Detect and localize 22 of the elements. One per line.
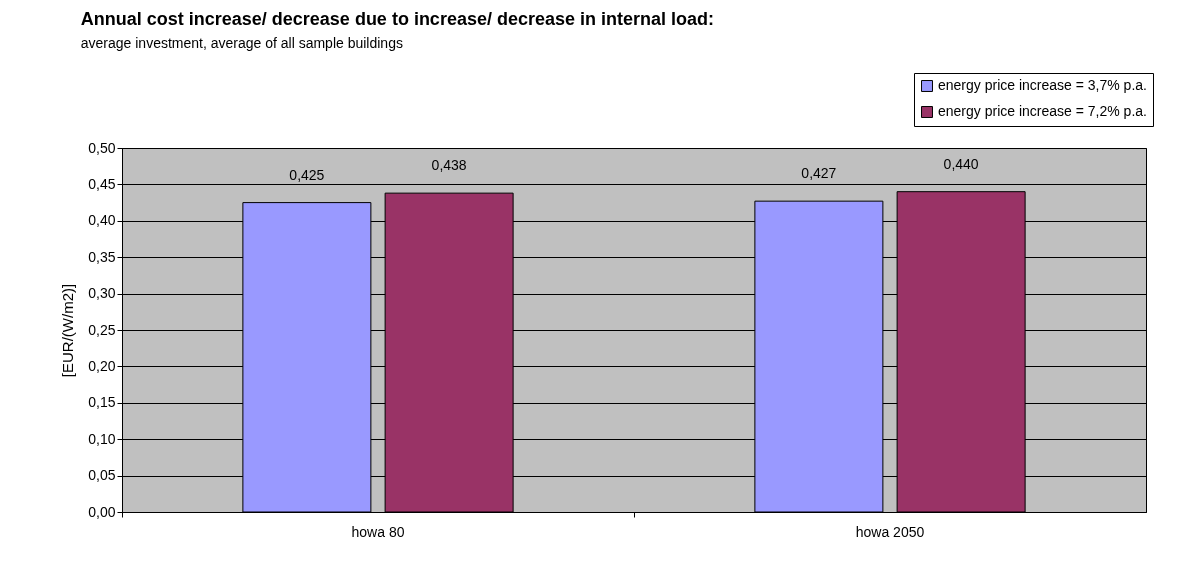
- data-label: 0,427: [801, 165, 837, 182]
- x-tick-label: howa 2050: [855, 523, 925, 540]
- y-tick-label: 0,30: [88, 285, 116, 302]
- y-tick-label: 0,25: [88, 321, 116, 338]
- y-axis-title: [EUR/(W/m2)]: [59, 283, 77, 378]
- y-tick-label: 0,40: [88, 212, 116, 229]
- y-tick-label: 0,35: [88, 248, 116, 265]
- y-tick-label: 0,45: [88, 175, 116, 192]
- chart-subtitle: average investment, average of all sample buildings: [80, 34, 403, 51]
- y-tick-label: 0,00: [88, 503, 116, 520]
- legend-label: energy price increase = 7,2% p.a.: [938, 103, 1147, 119]
- y-tick-label: 0,20: [88, 357, 116, 374]
- data-label: 0,440: [943, 155, 979, 172]
- y-tick-label: 0,50: [88, 139, 116, 156]
- y-tick-label: 0,15: [88, 394, 116, 411]
- y-tick-label: 0,05: [88, 467, 116, 484]
- x-tick-label: howa 80: [351, 523, 405, 540]
- chart-title: Annual cost increase/ decrease due to increase/ decrease in internal load:: [80, 8, 715, 29]
- data-label: 0,425: [289, 166, 325, 183]
- data-label: 0,438: [431, 157, 467, 174]
- legend-label: energy price increase = 3,7% p.a.: [938, 77, 1147, 93]
- y-tick-label: 0,10: [88, 430, 116, 447]
